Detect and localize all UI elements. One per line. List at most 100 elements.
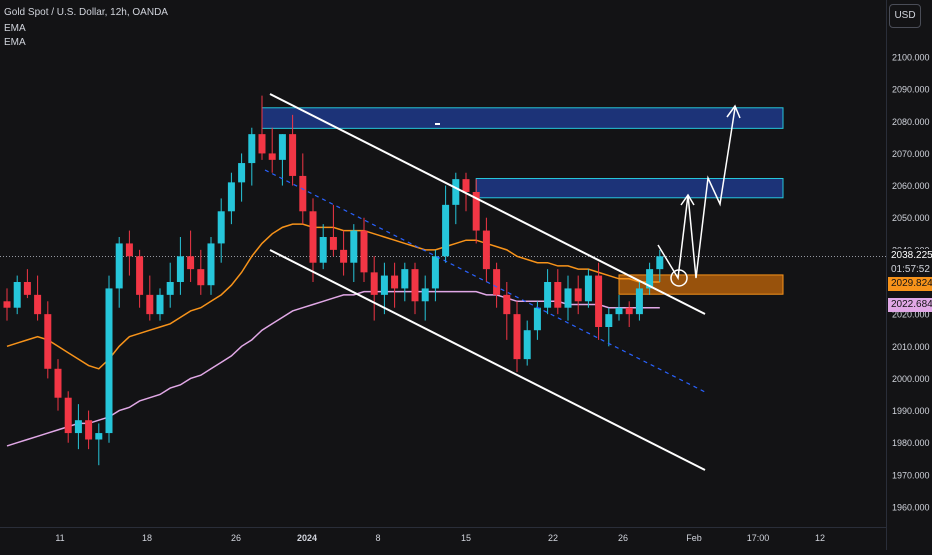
time-tick-label: 26	[231, 533, 241, 543]
candle-body	[656, 256, 664, 270]
countdown-tag: 01:57:52	[888, 263, 932, 277]
candle-body	[85, 420, 93, 440]
projection-path	[657, 107, 736, 281]
candle-body	[176, 256, 184, 282]
candle-body	[95, 433, 103, 440]
candle-body	[493, 269, 501, 295]
candle-body	[54, 368, 62, 398]
ema-slow-price-tag: 2022.684	[888, 298, 932, 312]
time-tick-label: 18	[142, 533, 152, 543]
candle-body	[574, 288, 582, 302]
candle-body	[360, 230, 368, 273]
candle-body	[625, 307, 633, 315]
price-tick-label: 2080.000	[892, 117, 930, 127]
candle-body	[105, 288, 113, 434]
candle-body	[584, 275, 592, 302]
candle-body	[289, 134, 297, 176]
candle-body	[350, 230, 358, 263]
retest-circle	[670, 269, 688, 287]
demand-zone	[618, 274, 784, 295]
price-tick-label: 1990.000	[892, 406, 930, 416]
candle-body	[472, 192, 480, 231]
time-tick-label: 12	[815, 533, 825, 543]
candle-body	[207, 243, 215, 286]
time-tick-label: 2024	[297, 533, 317, 543]
candle-body	[156, 294, 164, 315]
candle-body	[23, 282, 31, 295]
candle-body	[3, 301, 11, 308]
last-price-tag: 2038.225	[888, 249, 932, 263]
price-tick-label: 2070.000	[892, 149, 930, 159]
candle-body	[217, 211, 225, 244]
candle-body	[533, 307, 541, 331]
price-tick-label: 1960.000	[892, 503, 930, 513]
candle-body	[299, 175, 307, 212]
candle-body	[197, 269, 205, 286]
candle-body	[615, 307, 623, 315]
candle-body	[391, 275, 399, 289]
price-tick-label: 2000.000	[892, 374, 930, 384]
channel-upper-line	[269, 93, 706, 315]
candle-body	[595, 275, 603, 327]
price-tick-label: 2060.000	[892, 181, 930, 191]
candle-body	[136, 256, 144, 295]
candle-body	[166, 282, 174, 295]
candle-body	[564, 288, 572, 308]
candle-body	[319, 237, 327, 263]
candle-body	[401, 269, 409, 289]
candle-body	[238, 163, 246, 183]
candle-body	[278, 134, 286, 160]
drawings-layer	[264, 93, 741, 471]
candle-body	[554, 282, 562, 308]
candle-body	[605, 314, 613, 327]
candle-body	[340, 249, 348, 263]
candle-body	[146, 294, 154, 315]
candle-body	[513, 314, 521, 360]
candles-layer	[3, 95, 664, 466]
currency-button[interactable]: USD	[889, 4, 921, 28]
candle-body	[248, 134, 256, 164]
upper-supply-zone	[261, 107, 784, 129]
candle-body	[258, 134, 266, 154]
ema-slow-line	[6, 290, 660, 447]
price-tick-label: 2090.000	[892, 85, 930, 95]
candle-body	[329, 237, 337, 250]
time-tick-label: 8	[375, 533, 380, 543]
candle-body	[13, 282, 21, 308]
candle-body	[635, 288, 643, 315]
symbol-title: Gold Spot / U.S. Dollar, 12h, OANDA	[4, 7, 168, 18]
candle-body	[411, 269, 419, 302]
candle-body	[64, 397, 72, 434]
candle-body	[125, 243, 133, 257]
time-tick-label: 17:00	[747, 533, 770, 543]
candle-body	[44, 314, 52, 369]
ema-legend-2[interactable]: EMA	[4, 37, 26, 48]
candle-body	[452, 179, 460, 205]
ema-fast-price-tag: 2029.824	[888, 277, 932, 291]
candle-body	[503, 294, 511, 315]
channel-lower-line	[269, 249, 706, 471]
price-tick-label: 2020.000	[892, 310, 930, 320]
ema-legend-1[interactable]: EMA	[4, 23, 26, 34]
candle-body	[74, 420, 82, 434]
time-tick-label: 26	[618, 533, 628, 543]
price-tick-label: 1980.000	[892, 438, 930, 448]
candle-body	[227, 182, 235, 212]
candle-body	[380, 275, 388, 295]
arrow-head-top	[726, 104, 741, 119]
price-tick-label: 2050.000	[892, 213, 930, 223]
candle-body	[309, 211, 317, 263]
time-tick-label: 15	[461, 533, 471, 543]
channel-mid-dashed-line	[264, 169, 706, 393]
arrow-head-mid	[680, 193, 695, 206]
time-axis: 11 18 26 2024 8 15 22 26 Feb 17:00 12	[55, 533, 825, 543]
candle-body	[370, 272, 378, 295]
price-tick-label: 2100.000	[892, 53, 930, 63]
candle-body	[421, 288, 429, 302]
candle-body	[646, 269, 654, 289]
time-tick-label: Feb	[686, 533, 702, 543]
price-tick-label: 1970.000	[892, 470, 930, 480]
candle-body	[115, 243, 123, 289]
